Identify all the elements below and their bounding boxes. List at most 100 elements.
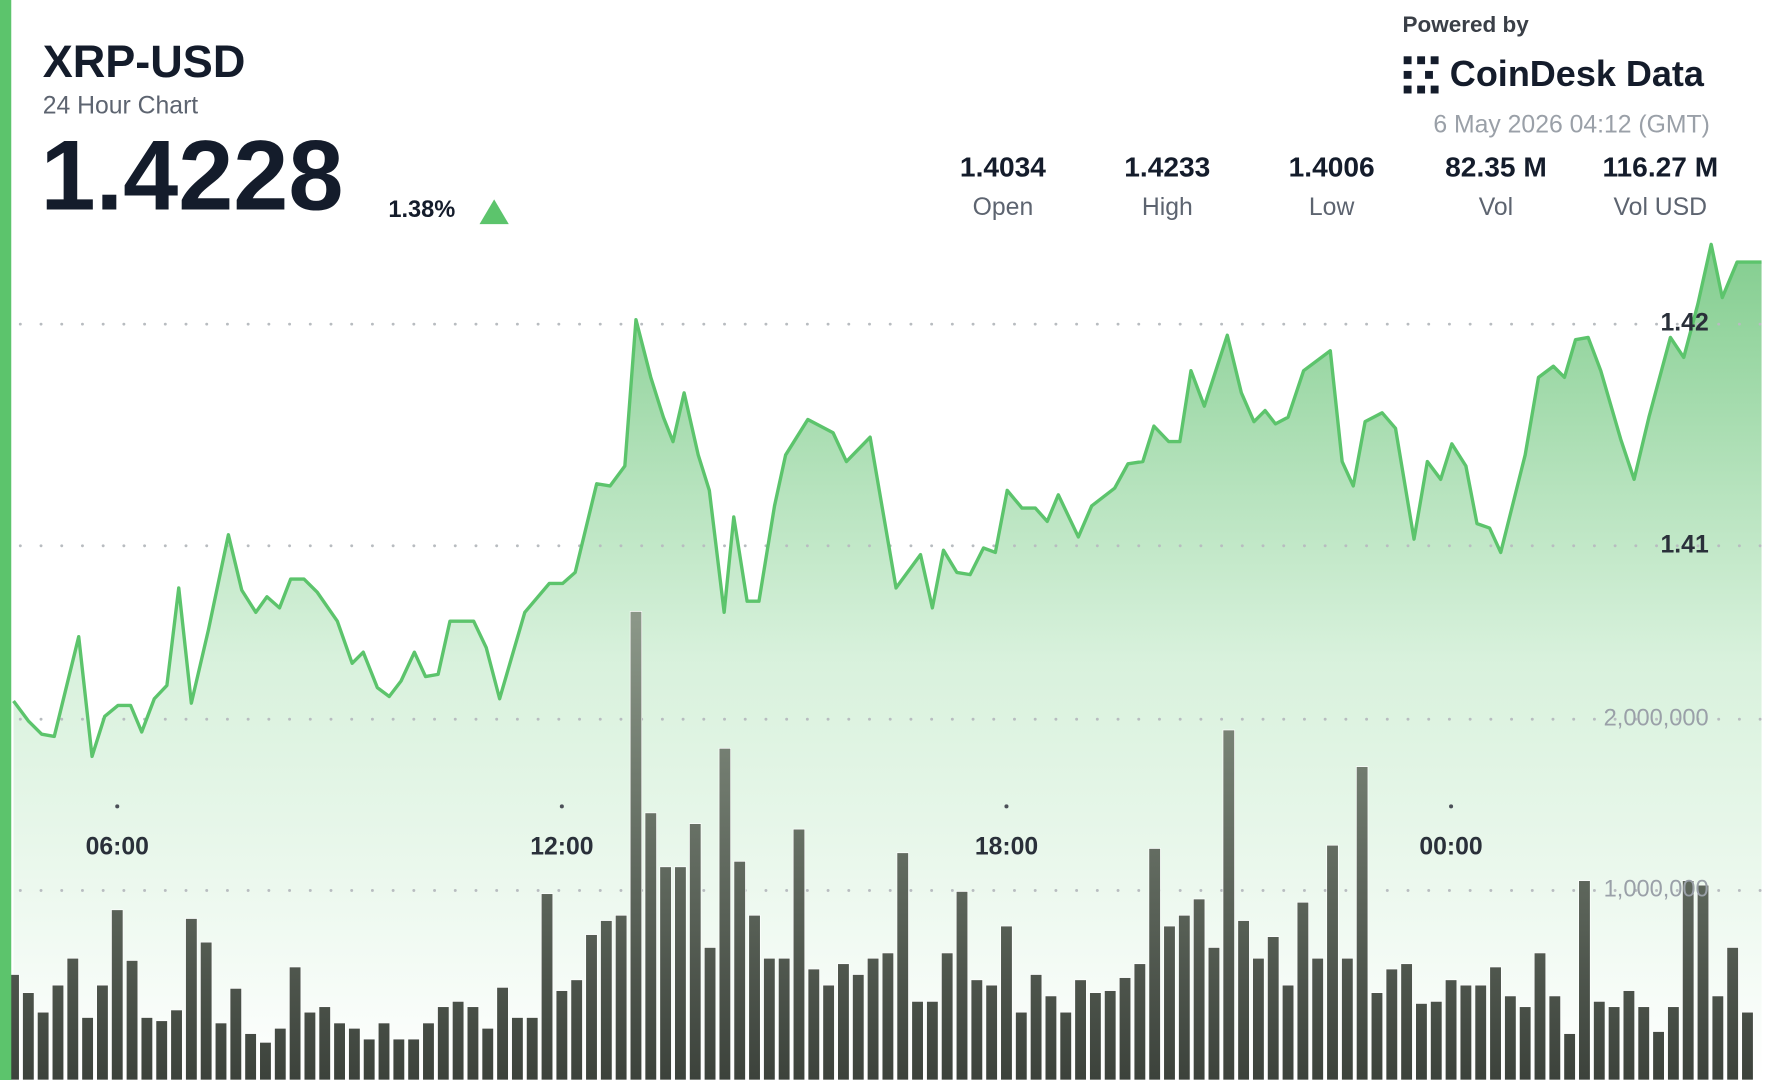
stat-label: High <box>1142 194 1193 221</box>
x-tick-label: 18:00 <box>975 834 1038 861</box>
volume-bar <box>941 952 954 1080</box>
x-tick <box>115 804 120 809</box>
volume-bar <box>778 957 791 1080</box>
volume-bar <box>1370 992 1384 1080</box>
volume-bar <box>377 1022 391 1080</box>
volume-bar <box>1459 984 1473 1080</box>
volume-bar <box>1000 925 1013 1080</box>
volume-bar <box>348 1027 361 1080</box>
x-tick-label: 06:00 <box>86 834 149 861</box>
stat-value: 1.4034 <box>960 151 1046 182</box>
volume-bar <box>1622 990 1636 1080</box>
volume-bar <box>1415 1003 1428 1080</box>
subtitle: 24 Hour Chart <box>43 93 199 120</box>
volume-bar <box>1311 957 1324 1080</box>
volume-bar <box>585 934 598 1080</box>
volume-bar <box>1578 880 1591 1080</box>
volume-bar <box>866 957 880 1080</box>
volume-bar <box>22 992 35 1080</box>
volume-bar <box>1015 1011 1028 1080</box>
plot-area: 06:00 12:00 18:00 00:00 1.41 1.42 1,000,000 2,0… <box>7 242 1764 1080</box>
volume-bar <box>1726 947 1739 1080</box>
volume-bar <box>1356 766 1369 1080</box>
volume-bar <box>1385 968 1398 1080</box>
volume-bar <box>1104 990 1117 1080</box>
volume-bar <box>615 914 628 1080</box>
volume-bar <box>37 1011 50 1080</box>
stat-label: Vol USD <box>1614 194 1708 221</box>
volume-bar <box>1296 901 1309 1080</box>
brand-logo <box>1403 56 1439 94</box>
volume-bar <box>659 866 672 1080</box>
brand: CoinDesk Data <box>1450 53 1705 94</box>
volume-bar <box>1148 848 1161 1080</box>
volume-bar <box>451 1001 465 1080</box>
volume-bar <box>852 974 865 1080</box>
volume-bar <box>1178 914 1191 1080</box>
volume-bar <box>1711 995 1724 1080</box>
stat-value: 1.4006 <box>1289 151 1375 182</box>
x-tick-label: 12:00 <box>530 834 593 861</box>
volume-bar <box>1029 974 1043 1080</box>
volume-bar <box>570 979 583 1080</box>
volume-bar <box>763 957 776 1080</box>
volume-bar <box>555 990 568 1080</box>
volume-bar <box>674 866 687 1080</box>
powered-by: Powered by <box>1403 12 1530 37</box>
volume-bar <box>51 984 65 1080</box>
volume-bar <box>66 957 79 1080</box>
stat-label: Open <box>973 194 1034 221</box>
volume-bar <box>689 823 702 1080</box>
volume-bar <box>1430 1001 1443 1080</box>
volume-bar <box>214 1022 228 1080</box>
volume-bar <box>1519 1006 1532 1080</box>
volume-bar <box>540 893 554 1080</box>
volume-bar <box>1044 995 1058 1080</box>
volume-bar <box>407 1038 420 1080</box>
volume-bar <box>955 891 969 1080</box>
volume-bar <box>807 968 820 1080</box>
volume-bar <box>437 1006 450 1080</box>
volume-bar <box>244 1033 257 1080</box>
volume-bar <box>1326 844 1339 1080</box>
volume-bar <box>1207 947 1221 1080</box>
volume-bar <box>125 960 139 1080</box>
volume-bar <box>1281 984 1295 1080</box>
y2-tick-label: 2,000,000 <box>1604 705 1709 731</box>
volume-bar <box>644 812 657 1080</box>
x-tick-label: 00:00 <box>1419 834 1482 861</box>
up-arrow <box>479 199 509 225</box>
volume-bar <box>970 979 983 1080</box>
accent-bar <box>0 0 12 1080</box>
volume-bar <box>185 918 198 1080</box>
volume-bar <box>1652 1031 1665 1080</box>
volume-bar <box>1548 995 1561 1080</box>
x-tick <box>1004 804 1009 809</box>
volume-bar <box>333 1022 346 1080</box>
volume-bar <box>1607 1006 1621 1080</box>
volume-bar <box>1222 729 1235 1080</box>
volume-bar <box>140 1017 154 1080</box>
volume-bar <box>96 984 109 1080</box>
volume-bar <box>526 1017 539 1080</box>
volume-bar <box>822 984 835 1080</box>
change: 1.38% <box>388 197 455 223</box>
volume-bar <box>1637 1006 1650 1080</box>
volume-bar <box>274 1027 287 1080</box>
price-line <box>12 242 1762 759</box>
volume-bar <box>1444 979 1458 1080</box>
stat-value: 82.35 M <box>1445 151 1547 182</box>
volume-bar <box>985 984 998 1080</box>
stat-value: 1.4233 <box>1124 151 1210 182</box>
volume-bar <box>1504 995 1517 1080</box>
volume-bar <box>1563 1033 1576 1080</box>
volume-bar <box>1089 992 1102 1080</box>
volume-bar <box>600 920 613 1080</box>
volume-bar <box>303 1011 317 1080</box>
volume-bar <box>511 1017 524 1080</box>
volume-bar <box>748 914 761 1080</box>
volume-bar <box>259 1041 272 1080</box>
timestamp: 6 May 2026 04:12 (GMT) <box>1433 112 1709 139</box>
y-tick-label: 1.42 <box>1661 310 1709 337</box>
